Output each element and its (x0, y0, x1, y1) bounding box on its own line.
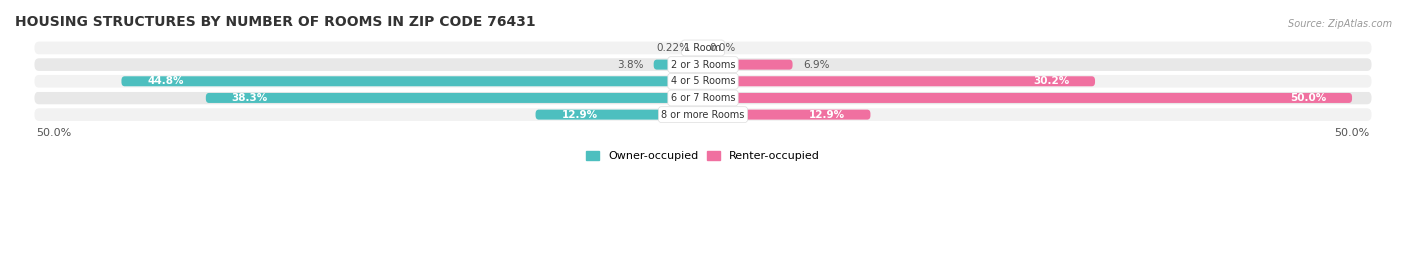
FancyBboxPatch shape (700, 43, 703, 53)
Text: Source: ZipAtlas.com: Source: ZipAtlas.com (1288, 19, 1392, 29)
FancyBboxPatch shape (654, 60, 703, 70)
FancyBboxPatch shape (35, 42, 1371, 54)
Legend: Owner-occupied, Renter-occupied: Owner-occupied, Renter-occupied (581, 147, 825, 166)
Text: 30.2%: 30.2% (1033, 76, 1069, 86)
Text: 1 Room: 1 Room (685, 43, 721, 53)
FancyBboxPatch shape (35, 58, 1371, 71)
FancyBboxPatch shape (121, 76, 703, 86)
Text: 12.9%: 12.9% (561, 110, 598, 120)
Text: 3.8%: 3.8% (617, 60, 644, 70)
FancyBboxPatch shape (703, 60, 793, 70)
Text: 4 or 5 Rooms: 4 or 5 Rooms (671, 76, 735, 86)
FancyBboxPatch shape (703, 110, 870, 120)
Text: 8 or more Rooms: 8 or more Rooms (661, 110, 745, 120)
FancyBboxPatch shape (703, 93, 1353, 103)
FancyBboxPatch shape (35, 75, 1371, 87)
Text: 6 or 7 Rooms: 6 or 7 Rooms (671, 93, 735, 103)
FancyBboxPatch shape (35, 92, 1371, 104)
Text: 6.9%: 6.9% (803, 60, 830, 70)
Text: 2 or 3 Rooms: 2 or 3 Rooms (671, 60, 735, 70)
FancyBboxPatch shape (205, 93, 703, 103)
Text: 0.0%: 0.0% (710, 43, 735, 53)
Text: 12.9%: 12.9% (808, 110, 845, 120)
Text: HOUSING STRUCTURES BY NUMBER OF ROOMS IN ZIP CODE 76431: HOUSING STRUCTURES BY NUMBER OF ROOMS IN… (15, 15, 536, 29)
Text: 0.22%: 0.22% (657, 43, 690, 53)
Text: 50.0%: 50.0% (1289, 93, 1326, 103)
FancyBboxPatch shape (703, 76, 1095, 86)
FancyBboxPatch shape (536, 110, 703, 120)
Text: 44.8%: 44.8% (148, 76, 184, 86)
FancyBboxPatch shape (35, 108, 1371, 121)
Text: 38.3%: 38.3% (232, 93, 269, 103)
